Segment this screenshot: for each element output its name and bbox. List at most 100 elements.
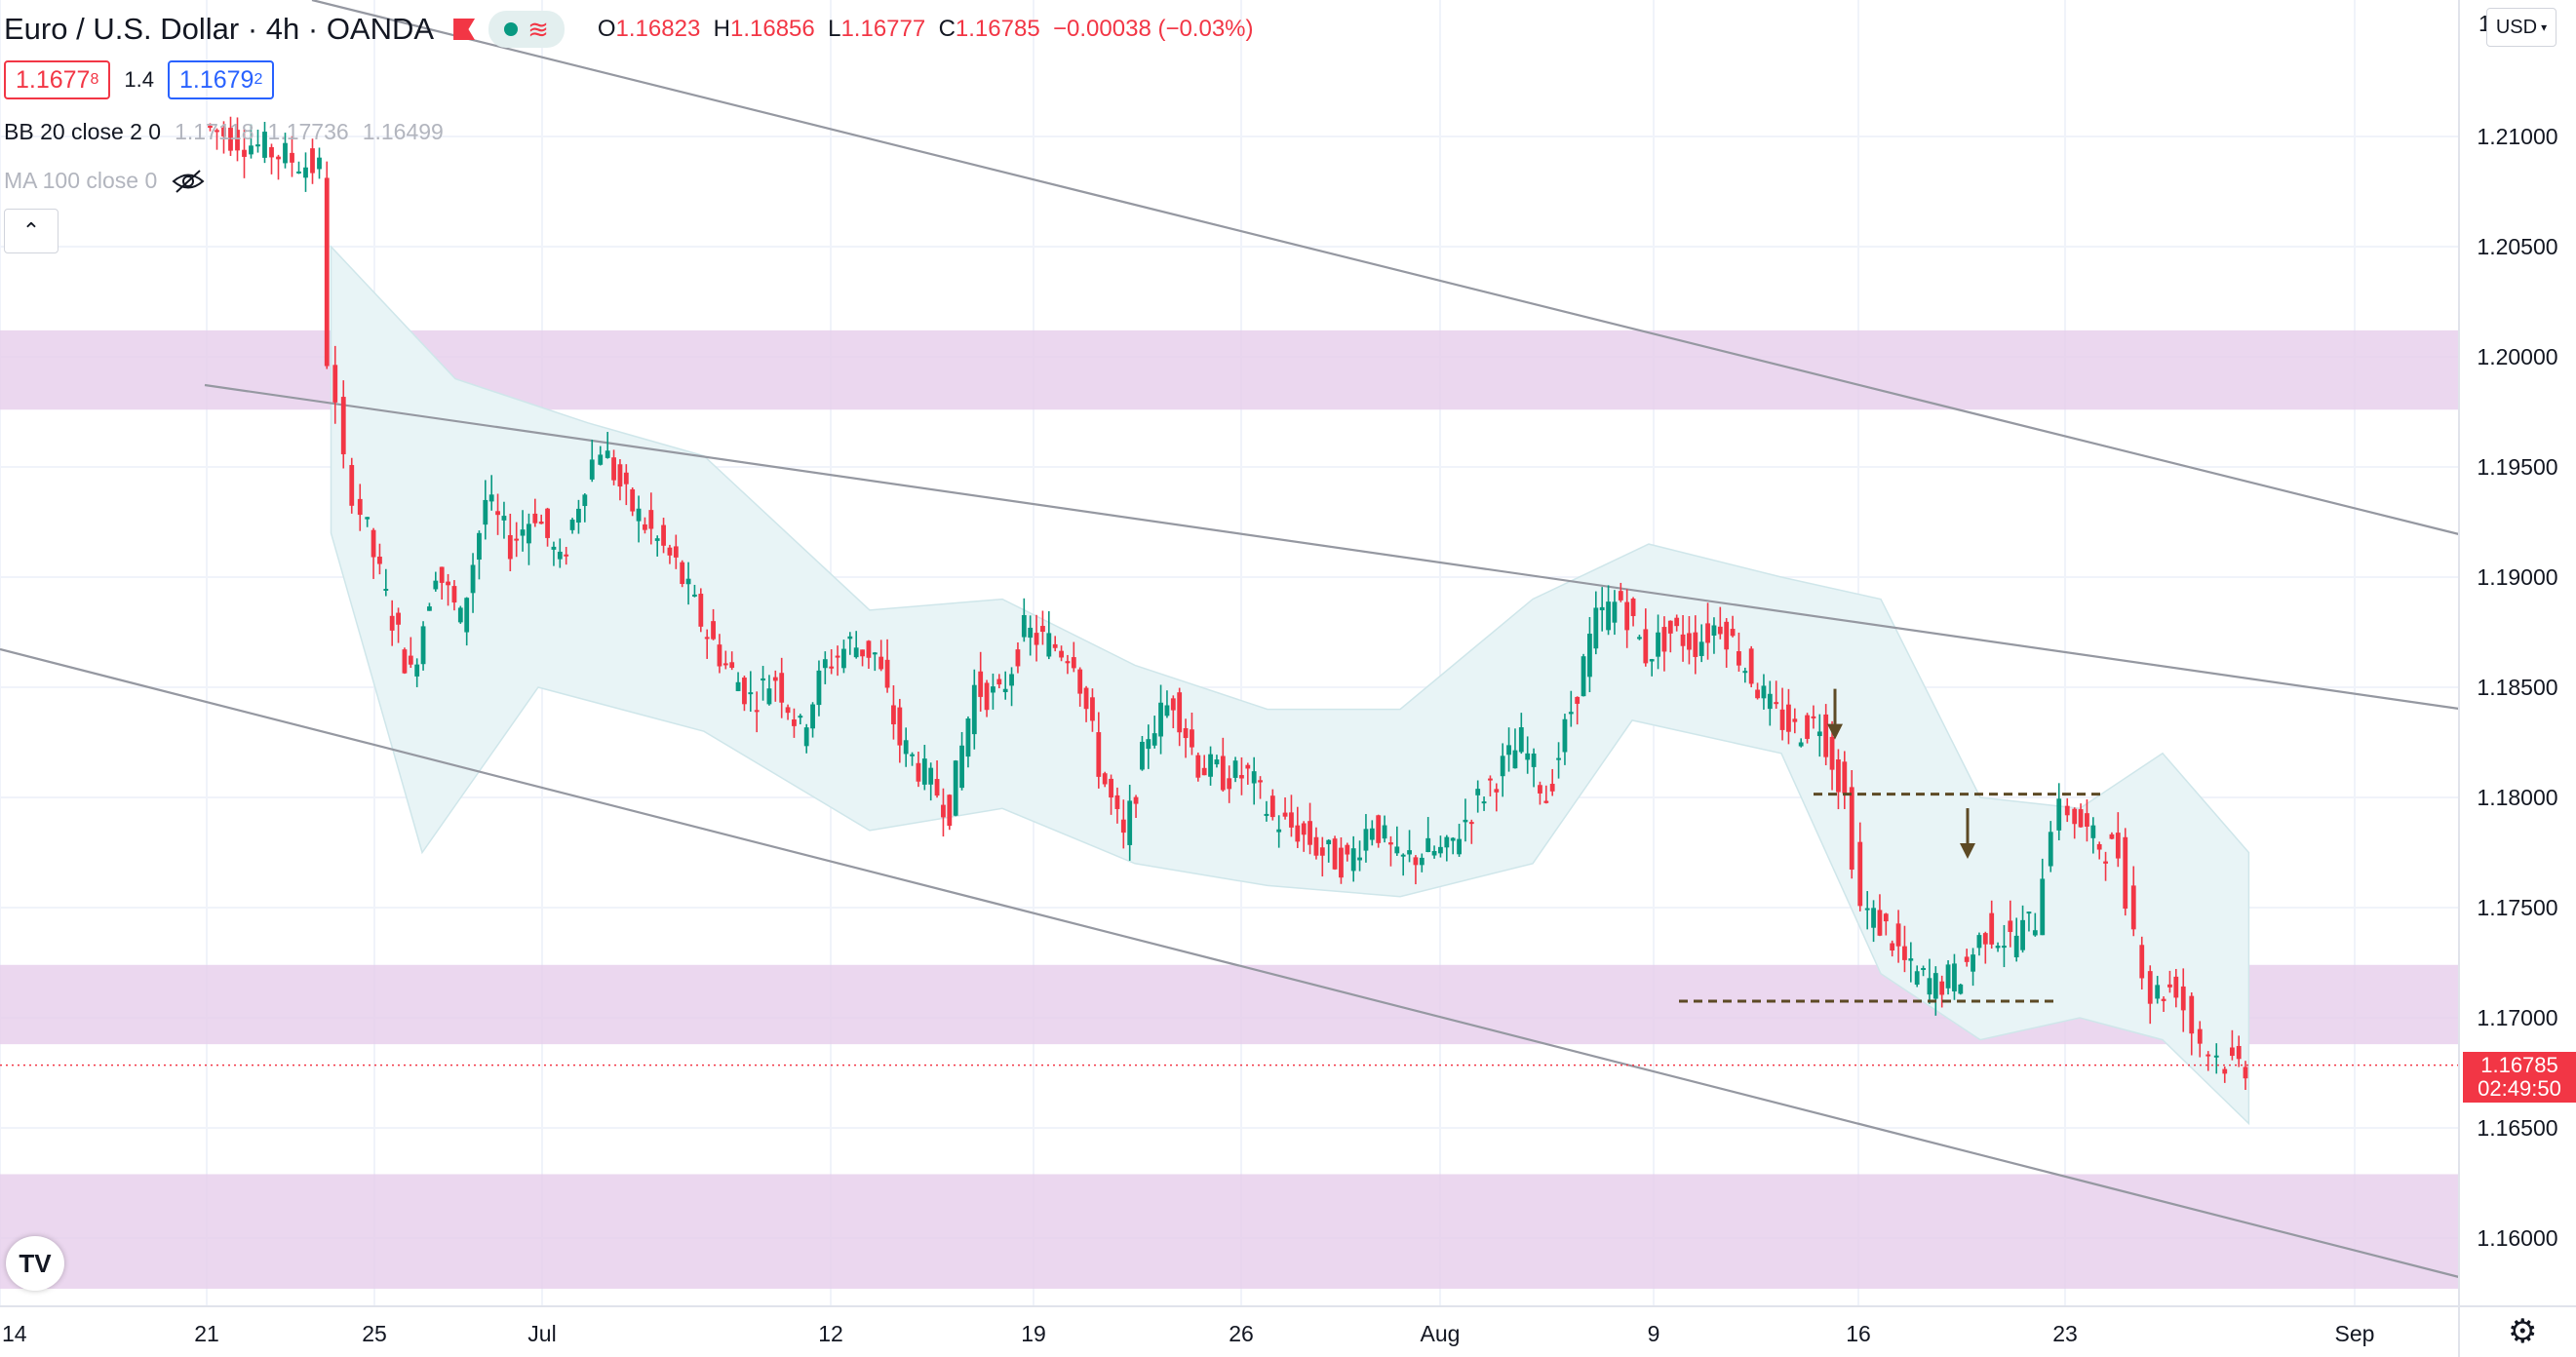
candle-body[interactable] <box>221 127 226 136</box>
candle-body[interactable] <box>235 130 240 151</box>
candle-body[interactable] <box>667 547 673 556</box>
candle-body[interactable] <box>242 149 247 157</box>
candle-body[interactable] <box>1488 778 1493 781</box>
candle-body[interactable] <box>648 510 654 529</box>
candle-body[interactable] <box>349 465 355 506</box>
flag-icon[interactable] <box>453 19 476 40</box>
candle-body[interactable] <box>433 580 439 590</box>
buy-button[interactable]: 1.1679 2 <box>167 60 275 99</box>
candle-body[interactable] <box>1556 757 1561 760</box>
candle-body[interactable] <box>357 498 363 516</box>
candle-body[interactable] <box>2180 986 2186 1011</box>
candle-body[interactable] <box>2013 935 2019 958</box>
candle-body[interactable] <box>643 523 647 530</box>
candle-body[interactable] <box>1680 634 1686 646</box>
candle-body[interactable] <box>860 649 865 657</box>
candle-body[interactable] <box>1779 709 1785 730</box>
candle-body[interactable] <box>1357 857 1362 861</box>
candle-body[interactable] <box>722 663 728 666</box>
candle-body[interactable] <box>1227 778 1232 790</box>
candle-body[interactable] <box>766 688 772 705</box>
candle-body[interactable] <box>1046 633 1052 657</box>
ma-name[interactable]: MA 100 close 0 <box>4 168 158 193</box>
candle-body[interactable] <box>495 511 500 516</box>
candle-body[interactable] <box>1339 847 1344 878</box>
candle-body[interactable] <box>557 551 563 560</box>
candle-body[interactable] <box>1971 954 1975 972</box>
candle-body[interactable] <box>916 762 921 782</box>
candle-body[interactable] <box>1698 641 1704 656</box>
candle-body[interactable] <box>1326 839 1332 845</box>
candle-body[interactable] <box>2008 920 2013 932</box>
candle-body[interactable] <box>488 494 494 502</box>
candle-body[interactable] <box>1667 620 1673 634</box>
candle-body[interactable] <box>414 664 420 677</box>
candle-body[interactable] <box>1849 787 1854 871</box>
candle-body[interactable] <box>514 538 520 541</box>
candle-body[interactable] <box>1543 800 1549 803</box>
candle-body[interactable] <box>866 640 872 658</box>
candle-body[interactable] <box>2040 878 2046 936</box>
candle-body[interactable] <box>1345 844 1350 855</box>
candle-body[interactable] <box>1711 625 1717 636</box>
candle-body[interactable] <box>1382 825 1387 839</box>
candle-body[interactable] <box>1319 847 1325 856</box>
candle-body[interactable] <box>1661 627 1667 652</box>
candle-body[interactable] <box>2161 998 2166 1001</box>
candle-body[interactable] <box>1295 825 1301 842</box>
symbol-name[interactable]: Euro / U.S. Dollar <box>4 12 240 46</box>
candle-body[interactable] <box>1177 692 1183 733</box>
candle-body[interactable] <box>792 718 797 726</box>
candle-body[interactable] <box>680 562 685 585</box>
candle-body[interactable] <box>296 171 301 174</box>
candle-body[interactable] <box>692 594 697 597</box>
candle-body[interactable] <box>1945 964 1951 989</box>
channel-trendline[interactable] <box>204 383 2460 711</box>
candle-body[interactable] <box>340 397 346 454</box>
candle-body[interactable] <box>910 754 915 756</box>
candle-body[interactable] <box>371 529 376 558</box>
candle-body[interactable] <box>1637 637 1642 640</box>
candle-body[interactable] <box>228 127 233 151</box>
candle-body[interactable] <box>1481 801 1487 804</box>
candle-body[interactable] <box>810 704 815 729</box>
candle-body[interactable] <box>636 508 642 522</box>
candle-body[interactable] <box>748 692 754 695</box>
candle-body[interactable] <box>1276 829 1282 833</box>
candle-body[interactable] <box>1606 601 1611 631</box>
candle-body[interactable] <box>903 740 909 755</box>
candle-body[interactable] <box>965 718 971 757</box>
candle-body[interactable] <box>2189 995 2195 1034</box>
candle-body[interactable] <box>1805 715 1810 739</box>
candle-body[interactable] <box>520 529 526 536</box>
candle-body[interactable] <box>798 716 803 718</box>
candle-body[interactable] <box>1208 754 1213 777</box>
candle-body[interactable] <box>1195 755 1201 778</box>
candle-body[interactable] <box>527 523 531 544</box>
candle-body[interactable] <box>1500 756 1505 777</box>
candle-body[interactable] <box>1313 836 1319 856</box>
candle-body[interactable] <box>1890 943 1895 951</box>
candle-body[interactable] <box>2048 832 2053 867</box>
candle-body[interactable] <box>2123 836 2128 910</box>
candle-body[interactable] <box>324 177 330 367</box>
candle-body[interactable] <box>262 132 267 158</box>
candle-body[interactable] <box>1883 913 1889 922</box>
candle-body[interactable] <box>477 532 482 561</box>
candle-body[interactable] <box>1232 760 1238 778</box>
candle-body[interactable] <box>829 666 835 669</box>
candle-body[interactable] <box>1494 789 1500 793</box>
candle-body[interactable] <box>1624 601 1630 631</box>
candle-body[interactable] <box>389 615 395 631</box>
candle-body[interactable] <box>1040 626 1045 633</box>
candle-body[interactable] <box>2243 1066 2248 1079</box>
candle-body[interactable] <box>1914 971 1920 986</box>
candle-body[interactable] <box>2205 1054 2211 1057</box>
candle-body[interactable] <box>2085 813 2089 827</box>
candle-body[interactable] <box>605 450 610 458</box>
candle-body[interactable] <box>551 546 557 550</box>
candle-body[interactable] <box>1939 981 1945 995</box>
candle-body[interactable] <box>1730 629 1736 637</box>
